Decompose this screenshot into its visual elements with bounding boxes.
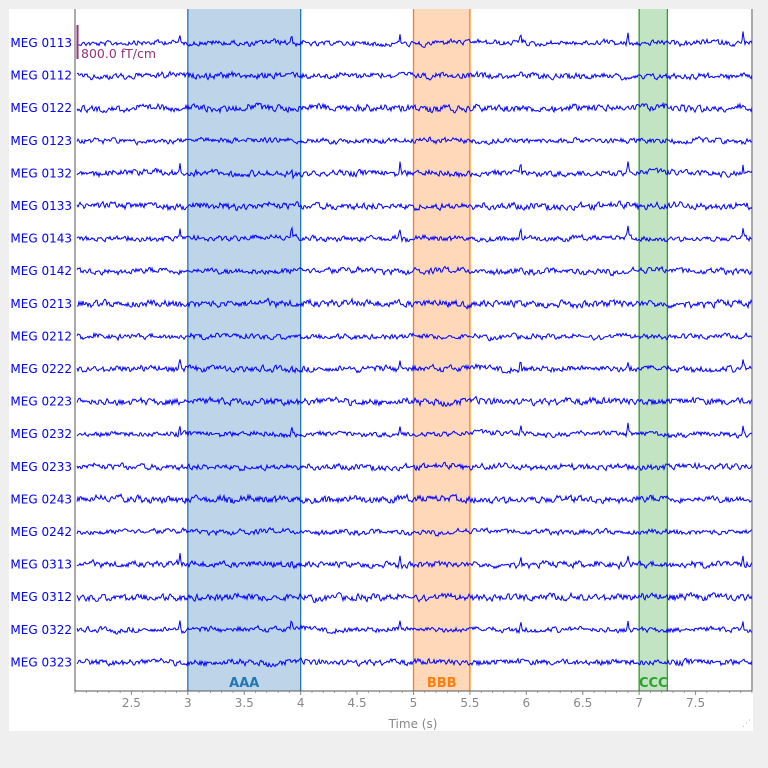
channel-trace[interactable] [76,200,753,212]
channel-label[interactable]: MEG 0313 [10,558,72,572]
resize-grip-icon[interactable]: ⋰ [742,719,751,729]
channel-label[interactable]: MEG 0112 [10,69,72,83]
channel-label[interactable]: MEG 0132 [10,166,72,180]
x-tick-label: 7.5 [686,696,705,710]
channel-label[interactable]: MEG 0143 [10,232,72,246]
x-tick-label: 5.5 [460,696,479,710]
x-tick-label: 4 [297,696,305,710]
x-tick-label: 6 [523,696,531,710]
x-tick-label: 3.5 [235,696,254,710]
channel-label-layer: MEG 0113 MEG 0112 MEG 0122 MEG 0123 MEG 0132… [10,36,72,669]
channel-label[interactable]: MEG 0322 [10,623,72,637]
channel-label[interactable]: MEG 0233 [10,460,72,474]
channel-trace[interactable] [76,101,753,115]
channel-trace[interactable] [76,135,753,146]
channel-trace[interactable] [76,70,753,81]
channel-label[interactable]: MEG 0133 [10,199,72,213]
x-tick-label: 3 [184,696,192,710]
scale-bar-label: 800.0 fT/cm [81,46,156,61]
channel-trace[interactable] [76,527,753,537]
x-tick-label: 2.5 [122,696,141,710]
annotation-label: AAA [229,676,259,691]
channel-trace[interactable] [76,297,753,310]
channel-trace[interactable] [76,620,753,635]
channel-label[interactable]: MEG 0213 [10,297,72,311]
channel-trace[interactable] [76,265,753,277]
channel-label[interactable]: MEG 0212 [10,329,72,343]
channel-trace[interactable] [76,331,753,342]
annotation-label: BBB [427,676,457,691]
figure-canvas: AAA BBB CCC MEG 0113 MEG 0112 MEG 0122 MEG 01… [9,9,753,731]
channel-trace[interactable] [76,395,753,408]
annotation-span-ccc[interactable] [639,9,668,691]
annotation-span-aaa[interactable] [187,9,301,691]
channel-trace[interactable] [76,591,753,604]
annotation-span-bbb[interactable] [413,9,470,691]
channel-trace[interactable] [76,493,753,505]
channel-trace[interactable] [76,359,753,375]
channel-trace[interactable] [76,31,753,48]
channel-label[interactable]: MEG 0223 [10,395,72,409]
scale-bar: 800.0 fT/cm [76,25,156,61]
channel-trace[interactable] [76,161,753,180]
x-axis-label: Time (s) [388,717,438,731]
x-axis: 2.5 3 3.5 4 4.5 5 5.5 6 6.5 7 7.5 [74,9,753,710]
channel-label[interactable]: MEG 0312 [10,590,72,604]
channel-trace[interactable] [76,657,753,668]
channel-label[interactable]: MEG 0323 [10,655,72,669]
x-tick-label: 4.5 [348,696,367,710]
channel-label[interactable]: MEG 0122 [10,101,72,115]
annotation-label: CCC [639,676,668,691]
annotation-layer: AAA BBB CCC [187,9,669,691]
x-tick-label: 7 [635,696,643,710]
channel-label[interactable]: MEG 0232 [10,427,72,441]
channel-label[interactable]: MEG 0222 [10,362,72,376]
channel-trace[interactable] [76,461,753,473]
channel-label[interactable]: MEG 0113 [10,36,72,50]
channel-label[interactable]: MEG 0142 [10,264,72,278]
x-tick-label: 6.5 [573,696,592,710]
channel-label[interactable]: MEG 0243 [10,492,72,506]
trace-layer [76,31,753,668]
channel-trace[interactable] [76,422,753,439]
channel-trace[interactable] [76,553,753,571]
channel-label[interactable]: MEG 0242 [10,525,72,539]
x-tick-label: 5 [410,696,418,710]
channel-label[interactable]: MEG 0123 [10,134,72,148]
channel-trace[interactable] [76,225,753,244]
